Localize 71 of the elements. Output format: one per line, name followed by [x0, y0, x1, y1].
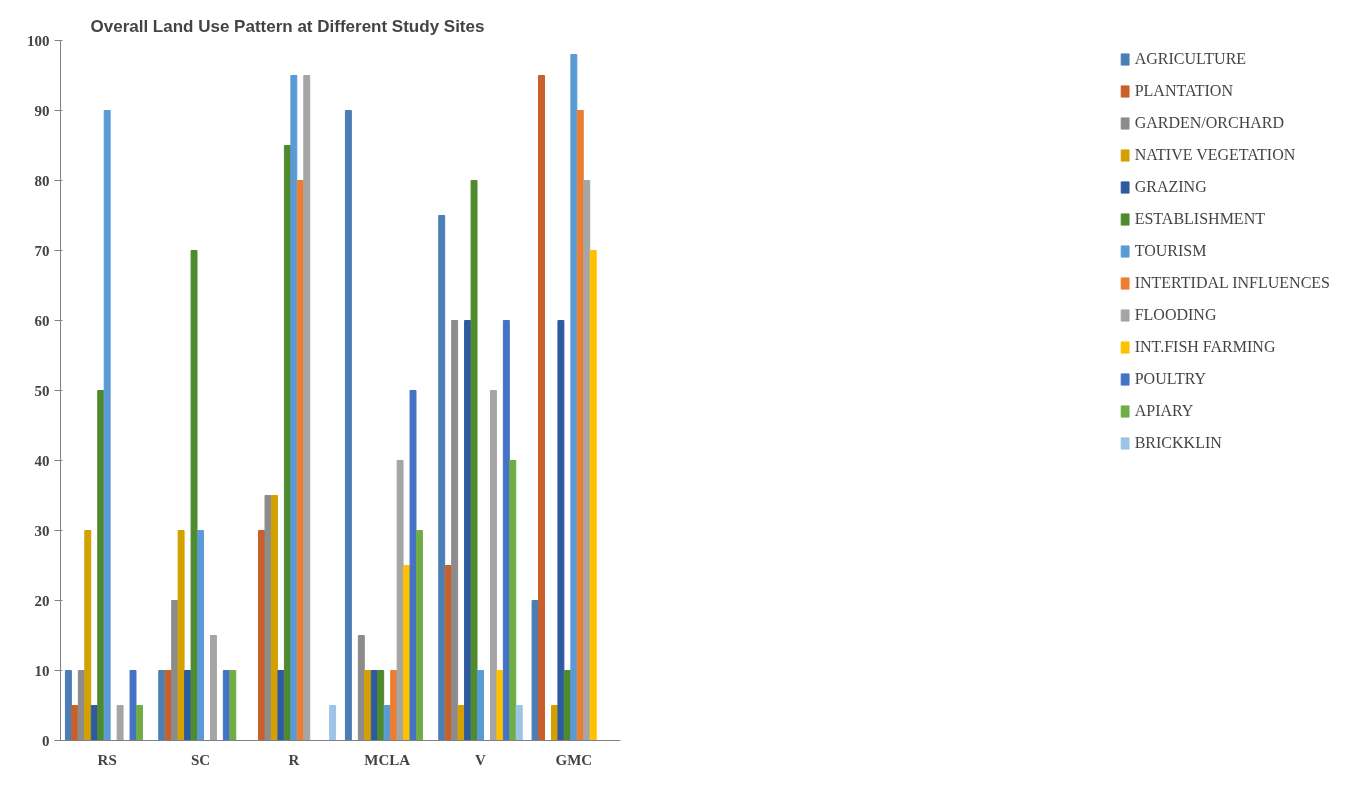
bar: [190, 250, 198, 741]
legend-label: AGRICULTURE: [1134, 50, 1247, 68]
y-tick-label: 10: [34, 662, 50, 679]
bar: [329, 705, 337, 741]
bar: [438, 215, 446, 741]
y-tick-label: 30: [34, 522, 50, 539]
bar: [290, 75, 298, 741]
bar: [531, 600, 539, 741]
bar: [496, 670, 504, 741]
bar: [177, 530, 185, 741]
bar: [116, 705, 124, 741]
legend-label: INTERTIDAL INFLUENCES: [1134, 274, 1330, 292]
bar: [570, 54, 578, 741]
bar: [64, 670, 72, 741]
legend-label: NATIVE VEGETATION: [1134, 146, 1296, 164]
bar: [515, 705, 523, 741]
bar: [84, 530, 92, 741]
legend-label: BRICKKLIN: [1134, 434, 1222, 452]
bar: [396, 460, 404, 741]
bar: [344, 110, 352, 741]
bar: [477, 670, 484, 741]
x-tick-label: V: [475, 751, 487, 768]
bar: [229, 670, 237, 741]
x-tick-label: R: [288, 751, 300, 768]
legend-label: TOURISM: [1134, 242, 1207, 260]
bar: [158, 670, 166, 741]
bar: [97, 390, 105, 741]
bar: [303, 75, 311, 741]
bar: [509, 460, 517, 741]
bar: [557, 320, 565, 741]
x-tick-label: RS: [97, 751, 117, 768]
bar: [538, 75, 545, 741]
legend-label: FLOODING: [1134, 306, 1217, 324]
y-tick-label: 70: [34, 242, 50, 259]
y-tick-label: 50: [34, 382, 50, 399]
bar: [197, 530, 204, 741]
bar: [377, 670, 385, 741]
y-tick-label: 60: [34, 312, 50, 329]
bar: [277, 670, 285, 741]
x-tick-label: SC: [190, 751, 211, 768]
y-tick-label: 40: [34, 452, 50, 469]
bar: [583, 180, 591, 741]
legend-label: PLANTATION: [1134, 82, 1233, 100]
bar: [470, 180, 478, 741]
bar: [409, 390, 417, 741]
legend-label: ESTABLISHMENT: [1134, 210, 1265, 228]
bar: [209, 635, 217, 741]
x-tick-label: GMC: [555, 751, 593, 768]
bar: [270, 495, 278, 741]
bar: [589, 250, 597, 741]
bar: [71, 705, 79, 741]
bar: [364, 670, 372, 741]
legend-label: INT.FISH FARMING: [1134, 338, 1276, 356]
y-tick-label: 0: [42, 732, 50, 749]
bar: [502, 320, 510, 741]
bar: [136, 705, 143, 741]
bar: [129, 670, 137, 741]
chart-title: Overall Land Use Pattern at Different Study Sites: [90, 16, 485, 36]
legend-label: POULTRY: [1134, 370, 1207, 388]
bar: [416, 530, 423, 741]
y-tick-label: 20: [34, 592, 50, 609]
y-tick-label: 80: [34, 172, 50, 189]
y-tick-label: 90: [34, 102, 50, 119]
legend-label: GARDEN/ORCHARD: [1134, 114, 1285, 132]
bar: [457, 705, 465, 741]
legend-label: APIARY: [1134, 402, 1194, 420]
x-tick-label: MCLA: [364, 751, 411, 768]
legend-label: GRAZING: [1134, 178, 1207, 196]
y-tick-label: 100: [27, 32, 50, 49]
bar: [103, 110, 111, 741]
bar: [489, 390, 497, 741]
